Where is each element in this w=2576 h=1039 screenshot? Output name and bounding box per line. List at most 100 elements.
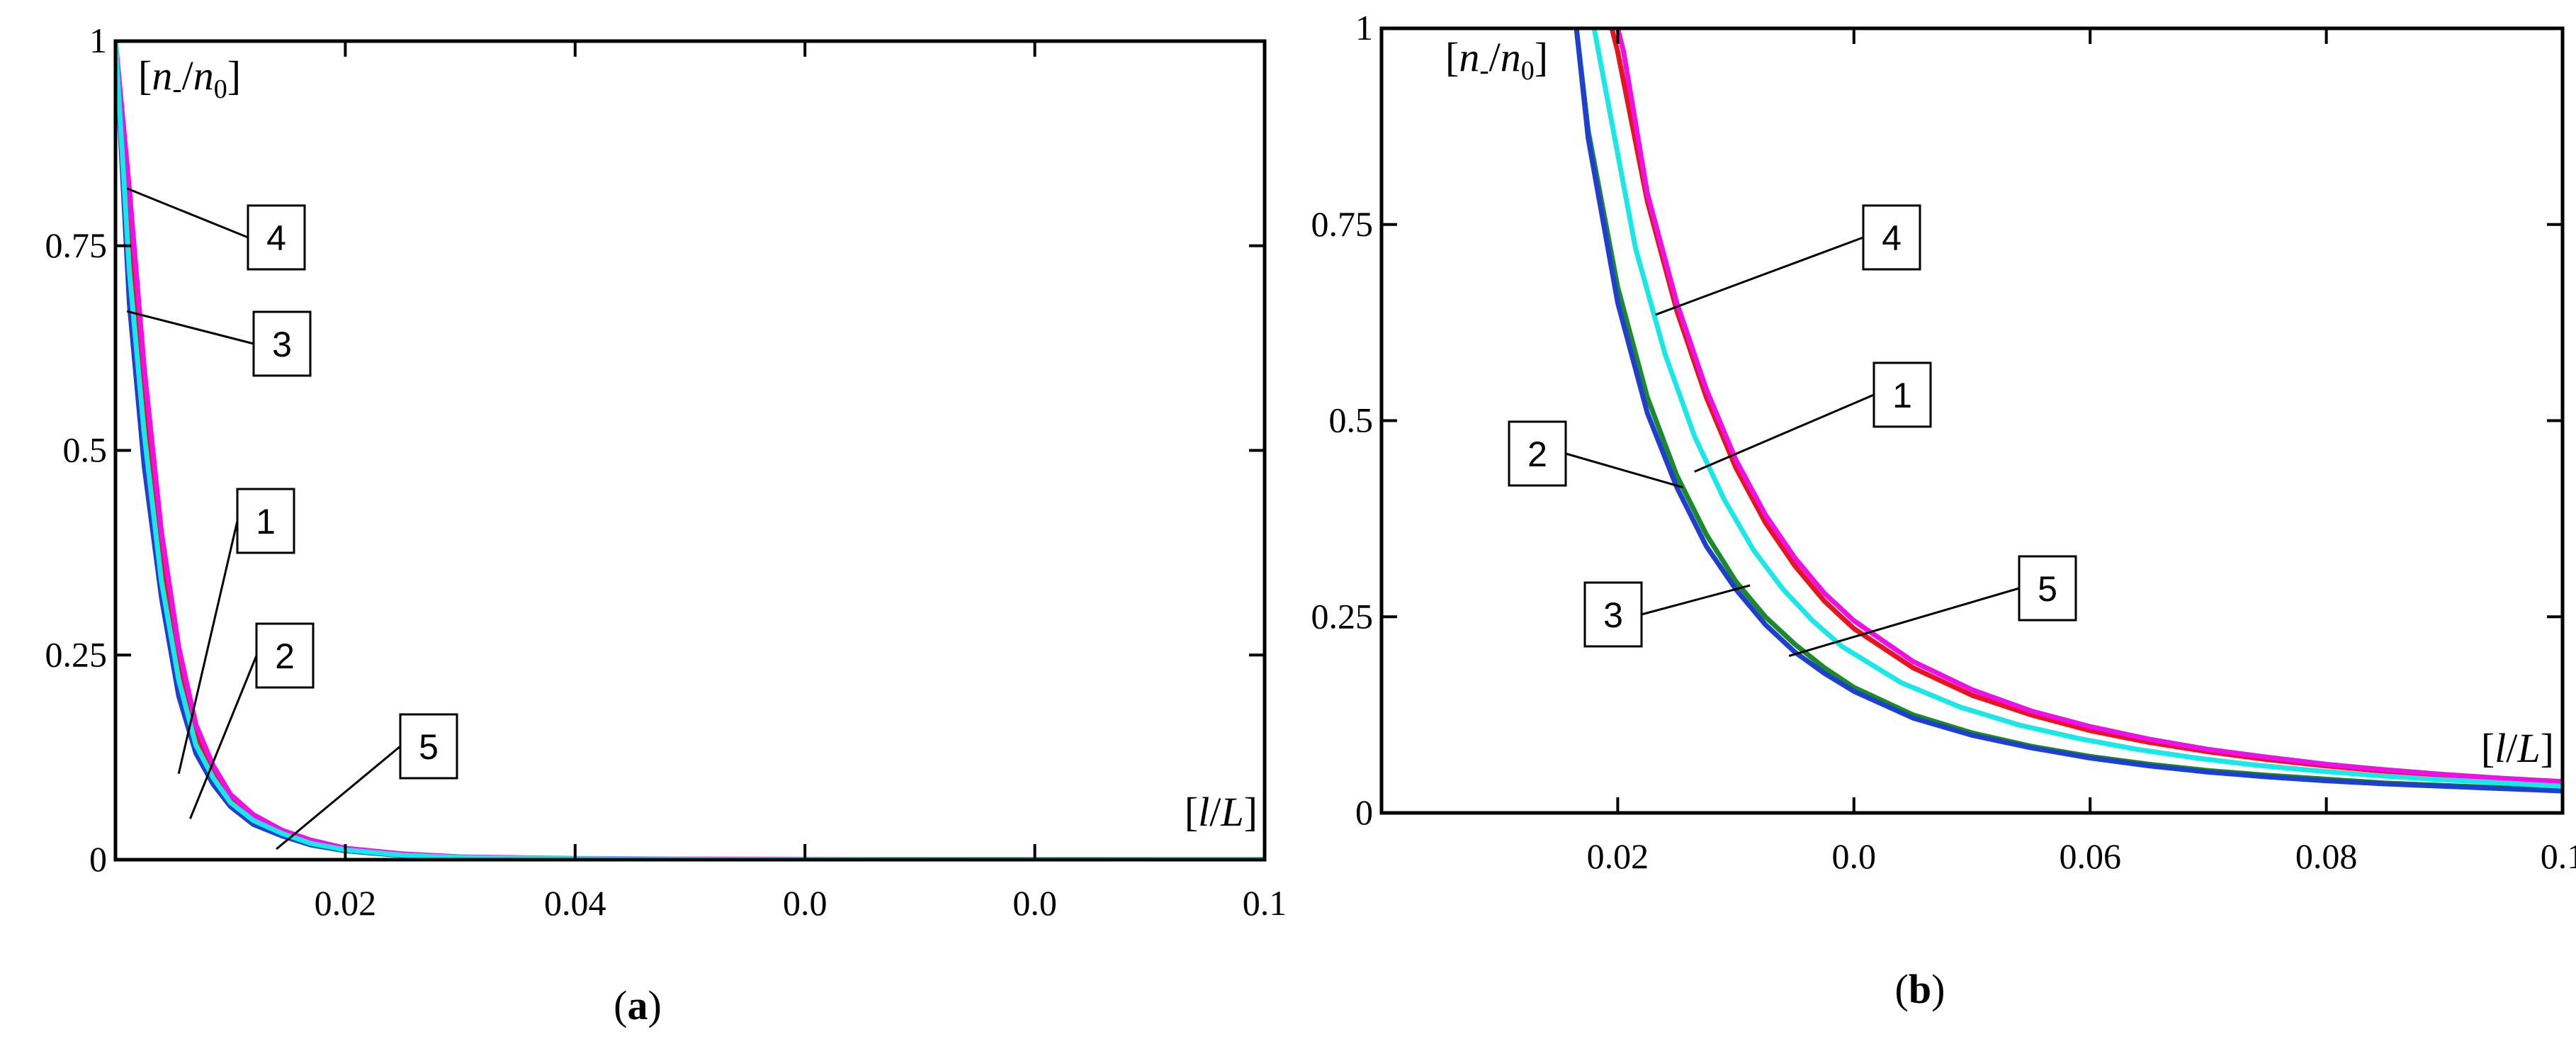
y-tick-label: 1 [89, 21, 107, 60]
x-tick-label: 0.04 [544, 883, 606, 923]
plot-annotation-group: 4 3 1 2 5 [126, 187, 458, 850]
x-axis-label-slash: / [1209, 789, 1221, 835]
series-line-5 [115, 41, 1265, 860]
y-axis-label-n: n [152, 52, 172, 99]
y-axis-label-close: ] [227, 52, 241, 99]
annotation-box [2018, 555, 2077, 622]
annotation-label: 5 [2038, 569, 2057, 609]
y-axis-label-open: [ [1445, 34, 1459, 80]
y-tick-label: 0.75 [1311, 204, 1374, 244]
x-tick-label: 0.1 [2541, 836, 2576, 876]
series-line-4 [115, 41, 1265, 860]
annotation-label: 3 [1603, 595, 1623, 635]
y-axis-label-slash: / [1489, 34, 1501, 80]
series-line-2 [1574, 28, 2563, 793]
y-axis-label-n0: n [1501, 34, 1521, 80]
annotation-leader-line [1641, 584, 1751, 616]
y-tick-label: 0 [1355, 792, 1373, 832]
series-line-5 [1591, 28, 2563, 789]
y-axis-label: [n-/n0] [138, 52, 241, 104]
annotation-leader-line [1655, 236, 1864, 316]
y-tick-label: 0.75 [45, 225, 108, 265]
y-tick-label: 0.25 [45, 634, 108, 674]
plot-series-group [1574, 28, 2563, 794]
annotation-box [1862, 204, 1921, 271]
annotation-leader-line [1788, 587, 2020, 658]
y-axis-label-n: n [1459, 34, 1479, 80]
y-axis-label-slash: / [182, 52, 194, 99]
y-tick-label: 0.5 [1329, 400, 1374, 440]
series-line-3 [1574, 28, 2563, 794]
annotation-leader-line [1694, 393, 1875, 473]
plot-series-group [115, 41, 1265, 860]
annotation-label: 5 [419, 727, 439, 767]
x-axis-label-slash: / [2506, 725, 2518, 771]
plot-annotation-group: 4 1 2 3 5 [1508, 204, 2077, 658]
y-axis-label-n0: n [193, 52, 214, 99]
x-tick-label: 0.08 [2295, 836, 2358, 876]
tick-group: 0 0.25 0.5 0.75 1 0.02 0.0 0.06 0.08 0.1 [1311, 8, 2576, 876]
annotation-label: 4 [266, 218, 286, 258]
annotation-box [247, 204, 306, 271]
panel-label: (b) [1895, 966, 1945, 1012]
series-line-2 [115, 41, 1265, 860]
plot-frame [113, 39, 1267, 862]
y-axis-label-minus: - [172, 72, 181, 104]
annotation-box [399, 713, 458, 780]
y-axis-label-minus: - [1479, 54, 1488, 86]
annotation-box [255, 622, 315, 689]
panel-label-letter: a [628, 982, 648, 1028]
x-axis-label-l: l [1198, 789, 1209, 835]
y-axis-label-zero: 0 [214, 74, 227, 104]
panel-label-letter: b [1909, 966, 1931, 1012]
x-axis-label-close: ] [2541, 725, 2554, 771]
y-axis-label-zero: 0 [1521, 56, 1535, 86]
y-tick-label: 0.5 [63, 430, 108, 470]
x-axis-label-close: ] [1244, 789, 1258, 835]
x-tick-label: 0.02 [1587, 836, 1649, 876]
x-tick-label: 0.0 [1832, 836, 1877, 876]
annotation-label: 2 [275, 636, 295, 676]
panel-label: (a) [614, 982, 662, 1028]
annotation-box [236, 488, 295, 554]
annotation-label: 1 [256, 502, 276, 541]
series-line-3 [115, 41, 1265, 860]
x-tick-label: 0.0 [783, 883, 827, 923]
x-tick-label: 0.02 [315, 883, 377, 923]
tick-group: 0 0.25 0.5 0.75 1 0.02 0.04 0.0 0.0 0.1 [45, 21, 1287, 923]
annotation-label: 4 [1882, 218, 1902, 258]
y-tick-label: 0 [89, 839, 107, 879]
series-line-4 [1615, 28, 2563, 785]
annotation-leader-line [126, 310, 254, 345]
annotation-label: 1 [1892, 376, 1912, 415]
annotation-box [252, 310, 312, 377]
y-axis-label-open: [ [138, 52, 152, 99]
x-axis-label-open: [ [2481, 725, 2495, 771]
x-axis-label-open: [ [1185, 789, 1198, 835]
annotation-box [1508, 420, 1567, 487]
x-axis-label: [l/L] [1185, 789, 1258, 835]
annotation-box [1583, 581, 1643, 648]
y-tick-label: 1 [1355, 8, 1373, 47]
annotation-leader-line [189, 655, 258, 819]
x-axis-label-L: L [1220, 789, 1243, 835]
y-tick-label: 0.25 [1311, 596, 1374, 636]
x-tick-label: 0.0 [1012, 883, 1057, 923]
x-axis-label: [l/L] [2481, 725, 2554, 771]
annotation-leader-line [1565, 452, 1683, 489]
annotation-leader-line [177, 520, 239, 775]
annotation-leader-line [276, 745, 401, 850]
annotation-leader-line [126, 187, 249, 239]
series-line-1 [115, 41, 1265, 860]
y-axis-label-close: ] [1535, 34, 1548, 80]
x-tick-label: 0.06 [2059, 836, 2121, 876]
x-tick-label: 0.1 [1243, 883, 1287, 923]
x-axis-label-l: l [2495, 725, 2506, 771]
annotation-label: 2 [1527, 434, 1547, 474]
annotation-box [1872, 361, 1932, 428]
y-axis-label: [n-/n0] [1445, 34, 1548, 86]
series-line-1 [1609, 28, 2563, 786]
annotation-label: 3 [272, 325, 292, 364]
